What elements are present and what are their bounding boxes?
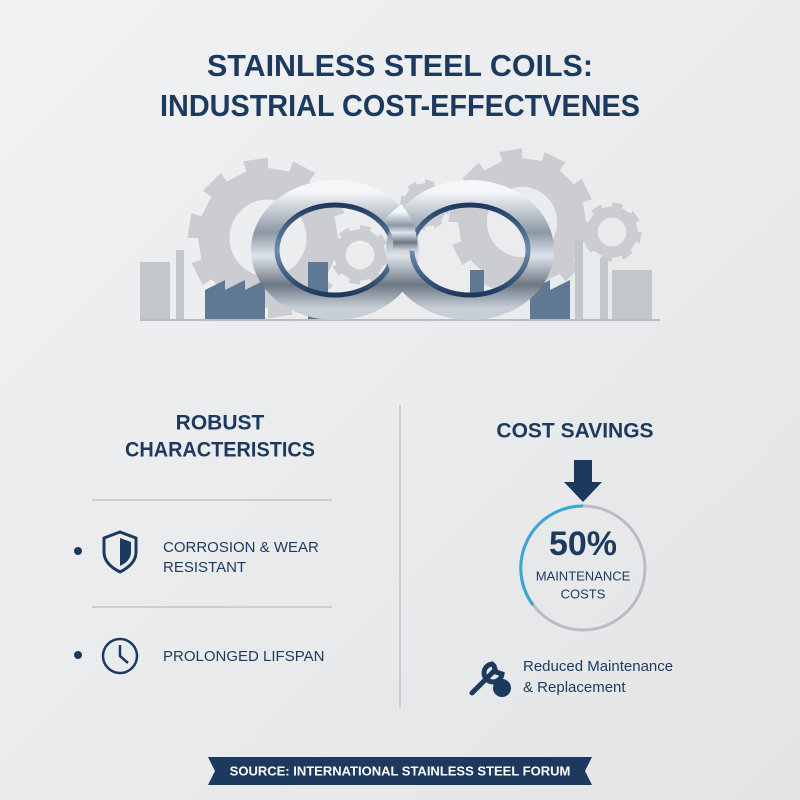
clock-hands	[118, 645, 129, 664]
building	[205, 280, 265, 320]
item-label: RESISTANT	[163, 559, 246, 576]
title-line: INDUSTRIAL COST-EFFECTVENES	[160, 88, 640, 123]
building	[530, 280, 570, 320]
title-line: STAINLESS STEEL COILS:	[207, 48, 593, 83]
illustration	[140, 148, 660, 321]
down-arrow	[564, 460, 602, 502]
gauge-value: 50%	[549, 525, 617, 563]
note-line: Reduced Maintenance	[523, 658, 673, 675]
building	[600, 258, 608, 320]
factory-background	[140, 240, 652, 320]
building	[176, 250, 184, 320]
shield-icon	[120, 538, 131, 566]
gear	[582, 202, 642, 262]
shield-icon	[102, 530, 138, 574]
clock-icon	[101, 637, 139, 675]
item-label: PROLONGED LIFSPAN	[163, 648, 324, 665]
wrench-icon	[469, 661, 505, 696]
section-heading: ROBUST	[176, 412, 265, 435]
gauge-label: MAINTENANCE	[536, 568, 631, 583]
item-label: CORROSION & WEAR	[163, 539, 319, 556]
source-text: SOURCE: INTERNATIONAL STAINLESS STEEL FO…	[230, 763, 571, 778]
gauge-label: COSTS	[561, 586, 606, 601]
building	[140, 262, 170, 320]
section-heading: CHARACTERISTICS	[125, 439, 315, 462]
bullet	[74, 547, 82, 555]
ring	[386, 180, 554, 320]
coin-icon	[493, 679, 511, 697]
gauge-arc	[519, 504, 584, 606]
building	[612, 270, 652, 320]
gear	[330, 225, 390, 285]
source-banner	[208, 757, 592, 785]
ring-overlap	[382, 204, 418, 252]
section-heading: COST SAVINGS	[496, 420, 653, 443]
building	[575, 240, 583, 320]
note-line: & Replacement	[523, 679, 626, 696]
bullet	[74, 651, 82, 659]
